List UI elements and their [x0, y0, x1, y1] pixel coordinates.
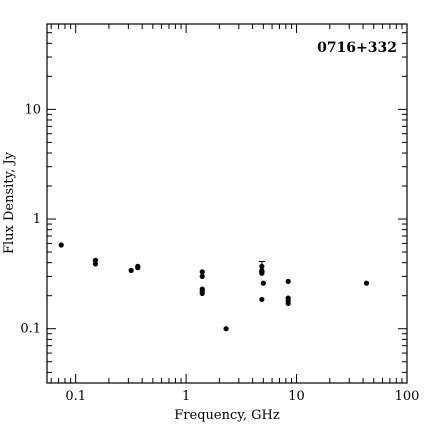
chart-title: 0716+332	[317, 40, 397, 56]
data-point	[223, 326, 229, 332]
x-tick-label: 100	[395, 389, 420, 404]
data-point	[285, 300, 291, 307]
data-point	[363, 280, 370, 286]
data-point	[199, 269, 205, 275]
x-tick-label: 0.1	[65, 389, 86, 404]
data-point	[58, 242, 64, 248]
data-point	[135, 263, 141, 269]
data-point	[199, 273, 205, 279]
axis-ticks	[47, 23, 408, 383]
tick-labels: 0.1 1 10 100 0.1 1 10	[20, 102, 419, 404]
data-point	[259, 296, 265, 303]
data-point	[199, 290, 205, 296]
x-tick-label: 10	[288, 389, 305, 404]
y-tick-label: 1	[33, 212, 41, 227]
data-point	[260, 280, 266, 286]
data-point	[92, 261, 99, 267]
y-tick-label: 10	[24, 102, 41, 117]
data-point	[259, 270, 265, 276]
y-tick-label: 0.1	[20, 322, 41, 337]
x-axis-label: Frequency, GHz	[174, 408, 280, 423]
data-point	[259, 263, 265, 269]
x-tick-label: 1	[182, 389, 190, 404]
data-point	[285, 278, 291, 285]
plot-frame	[46, 23, 408, 384]
data-point	[128, 267, 134, 274]
y-axis-label: Flux Density, Jy	[2, 151, 17, 254]
data-markers	[58, 242, 370, 332]
